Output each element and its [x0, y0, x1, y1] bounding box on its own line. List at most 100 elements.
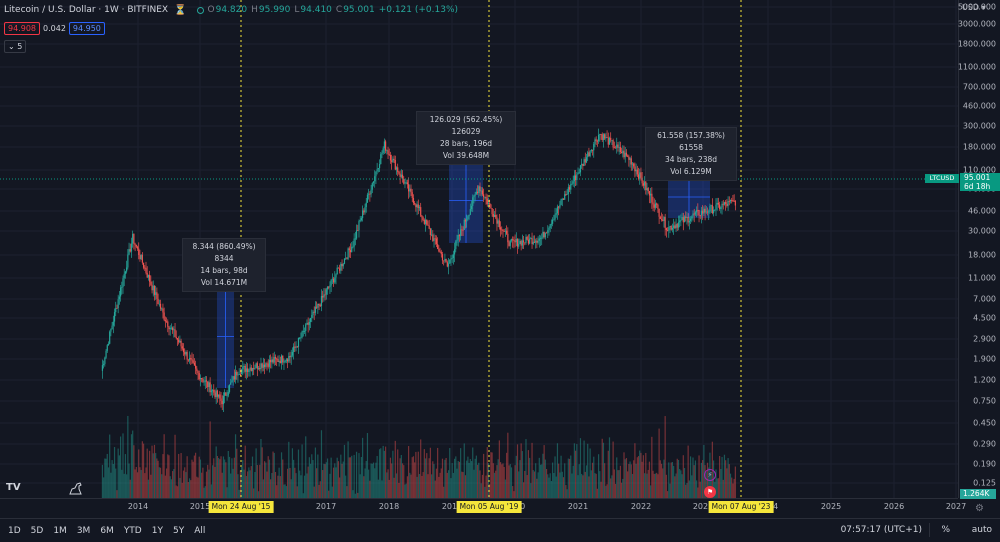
volume-bar [622, 478, 624, 498]
volume-bar [686, 482, 688, 498]
candle-body [226, 395, 228, 397]
candle-body [256, 363, 258, 369]
volume-bar [205, 471, 208, 498]
volume-bar [282, 459, 284, 498]
volume-bar [336, 457, 338, 498]
candle-body [725, 202, 727, 204]
volume-bar [129, 479, 131, 498]
candle-body [286, 359, 289, 362]
candle-body [479, 186, 481, 192]
volume-bar [576, 444, 578, 498]
candle-body [460, 229, 462, 237]
range-button-1d[interactable]: 1D [8, 525, 21, 536]
price-tick: 1.200 [973, 375, 996, 385]
sell-button[interactable]: 94.908 [4, 22, 40, 35]
volume-bar [259, 464, 261, 498]
range-button-ytd[interactable]: YTD [123, 525, 142, 536]
range-button-1m[interactable]: 1M [53, 525, 67, 536]
chart-area[interactable] [0, 0, 958, 498]
volume-bar [688, 480, 690, 498]
candle-body [233, 376, 235, 380]
volume-bar [636, 457, 638, 498]
dinosaur-icon[interactable] [68, 480, 84, 496]
volume-bar [502, 463, 504, 498]
volume-bar [617, 470, 619, 498]
volume-bar [532, 470, 534, 498]
volume-bar [133, 445, 135, 498]
volume-label: 1.264K [960, 489, 996, 499]
candle-body [276, 358, 278, 360]
candle-body [418, 207, 421, 209]
country-flag-icon[interactable]: ⚑ [704, 486, 716, 498]
volume-bar [625, 458, 628, 498]
candle-body [543, 231, 545, 238]
buy-button[interactable]: 94.950 [68, 22, 105, 35]
range-button-1y[interactable]: 1Y [151, 525, 163, 536]
candle-body [599, 134, 601, 136]
gear-icon[interactable]: ⚙ [975, 503, 984, 514]
volume-bar [181, 482, 183, 498]
candle-body [343, 258, 346, 264]
volume-bar [198, 456, 200, 498]
candle-body [398, 171, 400, 174]
volume-bar [112, 463, 114, 498]
candle-body [330, 279, 332, 286]
time-tick: 2021 [567, 502, 589, 511]
candle-body [245, 368, 248, 372]
candle-body [444, 259, 446, 261]
symbol-title[interactable]: Litecoin / U.S. Dollar · 1W · BITFINEX [4, 5, 169, 15]
volume-bar [101, 464, 104, 498]
range-button-5y[interactable]: 5Y [172, 525, 185, 536]
volume-bar [527, 450, 530, 498]
candle-body [681, 217, 683, 220]
candle-body [334, 277, 336, 283]
volume-bar [339, 477, 341, 498]
candle-body [686, 216, 688, 218]
price-axis[interactable]: 5000.000 3000.000 1800.000 1100.000 700.000 4… [958, 0, 1000, 498]
volume-bar [157, 460, 159, 498]
indicators-toggle-button[interactable]: ⌄ 5 [4, 40, 27, 53]
candle-body [607, 137, 609, 145]
volume-bar [231, 458, 233, 498]
candle-body [670, 225, 672, 230]
candle-body [354, 238, 356, 240]
volume-bar [704, 465, 706, 498]
candle-body [520, 240, 522, 246]
range-button-6m[interactable]: 6M [100, 525, 114, 536]
volume-bar [545, 468, 548, 498]
volume-bar [559, 472, 561, 498]
range-button-all[interactable]: All [194, 525, 206, 536]
auto-scale-toggle[interactable]: auto [971, 525, 992, 535]
volume-bar [411, 457, 413, 498]
volume-bar [662, 468, 664, 498]
volume-bar [216, 456, 218, 498]
range-button-3m[interactable]: 3M [76, 525, 91, 536]
candle-body [434, 238, 436, 240]
clock[interactable]: 07:57:17 (UTC+1) [840, 525, 922, 535]
volume-bar [547, 474, 549, 498]
volume-bar [697, 487, 699, 498]
bell-icon[interactable]: ⏳ [174, 5, 187, 16]
tradingview-logo[interactable]: TV [6, 482, 21, 493]
candle-body [153, 285, 156, 295]
time-tick: 2014 [127, 502, 149, 511]
volume-bar [457, 461, 459, 498]
volume-bar [676, 458, 678, 498]
currency-selector[interactable]: USD ▾ [962, 3, 986, 12]
candle-body [633, 163, 635, 167]
range-button-5d[interactable]: 5D [30, 525, 44, 536]
candle-body [484, 196, 486, 198]
time-tick: 2027 [945, 502, 967, 511]
percent-scale-toggle[interactable]: % [941, 525, 950, 535]
candle-body [538, 238, 540, 241]
candle-body [692, 213, 694, 217]
candle-body [711, 205, 713, 214]
candle-body [647, 188, 649, 192]
candle-body [629, 158, 631, 160]
candle-body [167, 321, 169, 327]
candle-body [453, 249, 456, 255]
lightning-icon[interactable]: ⚡ [704, 469, 716, 481]
volume-bar [176, 486, 179, 498]
candle-body [319, 305, 321, 307]
price-chart[interactable] [0, 0, 958, 498]
